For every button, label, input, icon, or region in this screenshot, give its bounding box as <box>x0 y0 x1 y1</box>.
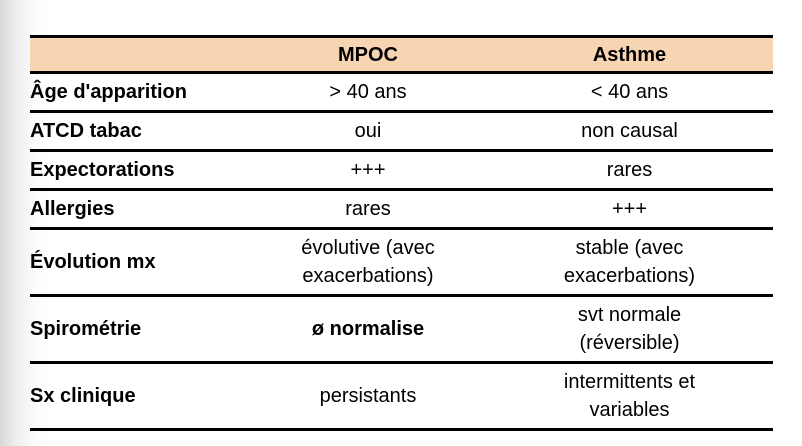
page-edge-shadow <box>0 0 48 446</box>
header-empty-cell <box>30 36 250 73</box>
row-label: Spirométrie <box>30 318 142 340</box>
mpoc-value-text: +++ <box>350 159 386 181</box>
table-row: Évolution mx évolutive (avec exacerbation… <box>30 229 773 296</box>
asthme-value-text: svt normale (réversible) <box>577 304 682 354</box>
row-label: Évolution mx <box>30 251 156 273</box>
mpoc-value: persistants <box>250 363 486 430</box>
mpoc-value-text: oui <box>354 120 382 142</box>
asthme-value: intermittents et variables <box>486 363 773 430</box>
table-row: Âge d'apparition > 40 ans < 40 ans <box>30 73 773 112</box>
mpoc-value-text: évolutive (avec exacerbations) <box>301 237 435 287</box>
table-row: ATCD tabac oui non causal <box>30 112 773 151</box>
mpoc-value-text: > 40 ans <box>329 81 407 103</box>
row-label: Allergies <box>30 198 115 220</box>
mpoc-value: oui <box>250 112 486 151</box>
mpoc-value-text: rares <box>345 198 391 220</box>
mpoc-value: > 40 ans <box>250 73 486 112</box>
row-label: Expectorations <box>30 159 175 181</box>
asthme-value-text: non causal <box>581 120 678 142</box>
table-row: Sx clinique persistants intermittents et v… <box>30 363 773 430</box>
mpoc-value: rares <box>250 190 486 229</box>
table-row: Allergies rares +++ <box>30 190 773 229</box>
mpoc-value: ø normalise <box>250 296 486 363</box>
asthme-value-text: +++ <box>611 198 648 220</box>
mpoc-asthme-comparison-table: MPOC Asthme Âge d'apparition > 40 ans < 40… <box>30 35 773 431</box>
row-label: Âge d'apparition <box>30 81 187 103</box>
asthme-value: +++ <box>486 190 773 229</box>
asthme-value: stable (avec exacerbations) <box>486 229 773 296</box>
row-label: ATCD tabac <box>30 120 142 142</box>
asthme-value: rares <box>486 151 773 190</box>
table-row: Spirométrie ø normalise svt normale (réver… <box>30 296 773 363</box>
header-asthme: Asthme <box>486 36 773 73</box>
row-label: Sx clinique <box>30 385 136 407</box>
asthme-value-text: rares <box>606 159 653 181</box>
header-mpoc: MPOC <box>250 36 486 73</box>
asthme-value: < 40 ans <box>486 73 773 112</box>
asthme-value: svt normale (réversible) <box>486 296 773 363</box>
asthme-value-text: stable (avec exacerbations) <box>563 237 696 287</box>
mpoc-value-text: persistants <box>319 385 417 407</box>
asthme-value-text: intermittents et variables <box>563 371 696 421</box>
asthme-value-text: < 40 ans <box>590 81 669 103</box>
table-body: Âge d'apparition > 40 ans < 40 ans ATCD tab… <box>30 73 773 430</box>
mpoc-value-text: ø normalise <box>311 318 425 340</box>
table-header-row: MPOC Asthme <box>30 36 773 73</box>
mpoc-value: évolutive (avec exacerbations) <box>250 229 486 296</box>
mpoc-value: +++ <box>250 151 486 190</box>
table-row: Expectorations +++ rares <box>30 151 773 190</box>
asthme-value: non causal <box>486 112 773 151</box>
